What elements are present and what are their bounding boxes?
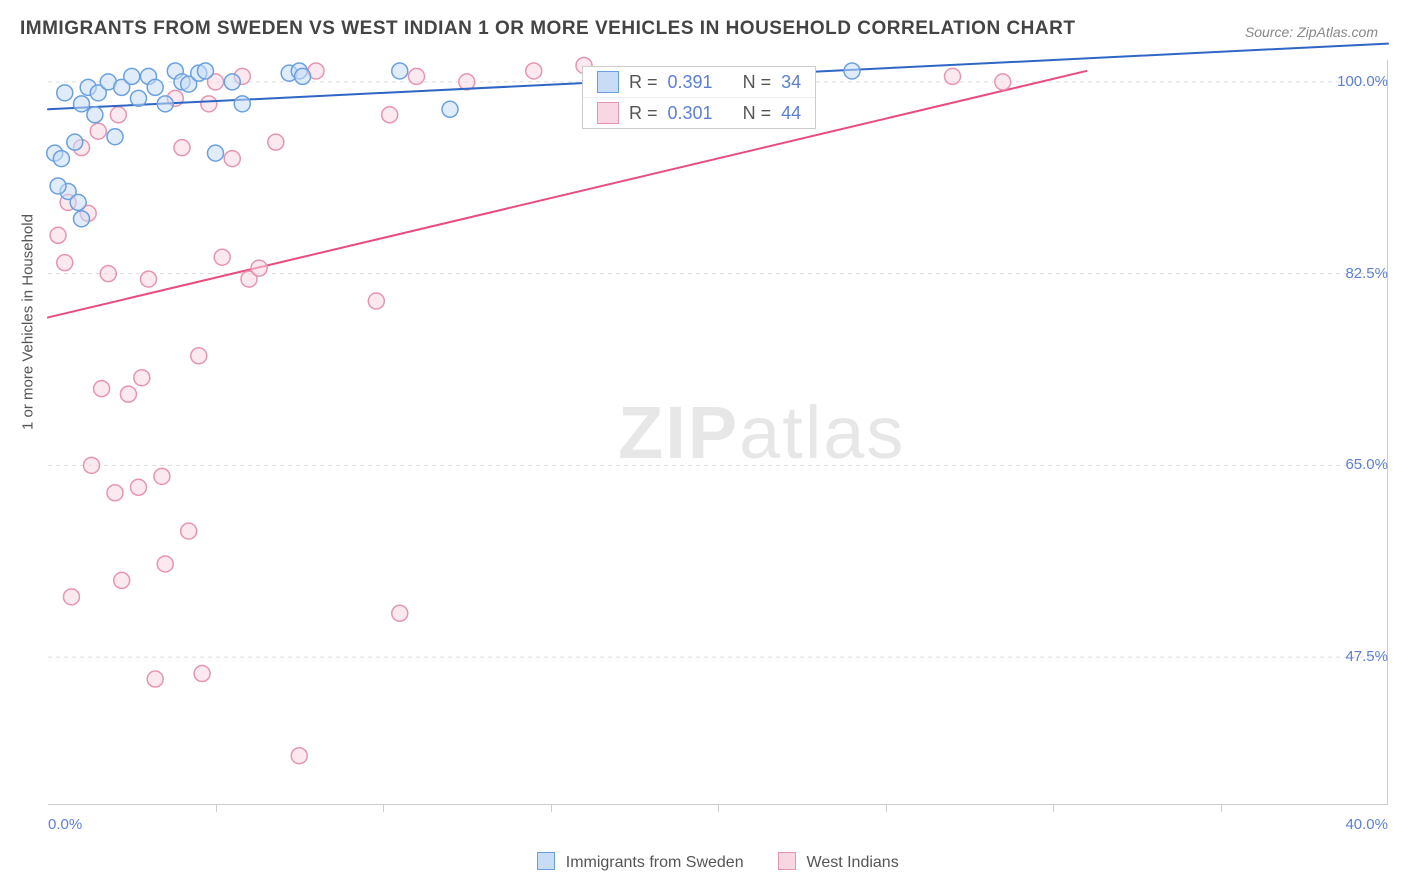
x-tick bbox=[216, 804, 217, 812]
r-label: R = bbox=[629, 72, 658, 93]
x-tick bbox=[886, 804, 887, 812]
legend-label-sweden: Immigrants from Sweden bbox=[566, 854, 744, 871]
series-legend: Immigrants from Sweden West Indians bbox=[0, 852, 1406, 872]
n-value-westindian: 44 bbox=[781, 103, 801, 124]
x-tick bbox=[551, 804, 552, 812]
x-tick bbox=[383, 804, 384, 812]
plot-area: ZIPatlas R = 0.391 N = 34 R = 0.301 N = … bbox=[48, 60, 1388, 805]
legend-swatch-westindian bbox=[778, 852, 796, 870]
legend-swatch-sweden bbox=[537, 852, 555, 870]
x-tick bbox=[1053, 804, 1054, 812]
n-label: N = bbox=[743, 72, 772, 93]
chart-title: IMMIGRANTS FROM SWEDEN VS WEST INDIAN 1 … bbox=[20, 18, 1075, 40]
y-axis-label: 1 or more Vehicles in Household bbox=[20, 214, 37, 430]
y-tick-label: 100.0% bbox=[1337, 73, 1388, 90]
r-label: R = bbox=[629, 103, 658, 124]
y-tick-label: 47.5% bbox=[1345, 648, 1388, 665]
correlation-legend: R = 0.391 N = 34 R = 0.301 N = 44 bbox=[582, 66, 816, 129]
y-tick-label: 65.0% bbox=[1345, 456, 1388, 473]
x-axis-origin-label: 0.0% bbox=[48, 816, 82, 833]
y-tick-label: 82.5% bbox=[1345, 265, 1388, 282]
swatch-sweden bbox=[597, 71, 619, 93]
x-tick bbox=[1221, 804, 1222, 812]
legend-label-westindian: West Indians bbox=[807, 854, 899, 871]
correlation-legend-row-sweden: R = 0.391 N = 34 bbox=[583, 67, 815, 97]
n-label: N = bbox=[743, 103, 772, 124]
x-tick bbox=[718, 804, 719, 812]
swatch-westindian bbox=[597, 102, 619, 124]
r-value-westindian: 0.301 bbox=[668, 103, 713, 124]
source-attribution: Source: ZipAtlas.com bbox=[1245, 24, 1378, 40]
n-value-sweden: 34 bbox=[781, 72, 801, 93]
correlation-legend-row-westindian: R = 0.301 N = 44 bbox=[583, 97, 815, 128]
watermark-zip: ZIP bbox=[618, 391, 739, 474]
watermark: ZIPatlas bbox=[618, 390, 905, 475]
r-value-sweden: 0.391 bbox=[668, 72, 713, 93]
watermark-atlas: atlas bbox=[739, 391, 905, 474]
chart-container: IMMIGRANTS FROM SWEDEN VS WEST INDIAN 1 … bbox=[0, 0, 1406, 892]
x-axis-end-label: 40.0% bbox=[1345, 816, 1388, 833]
